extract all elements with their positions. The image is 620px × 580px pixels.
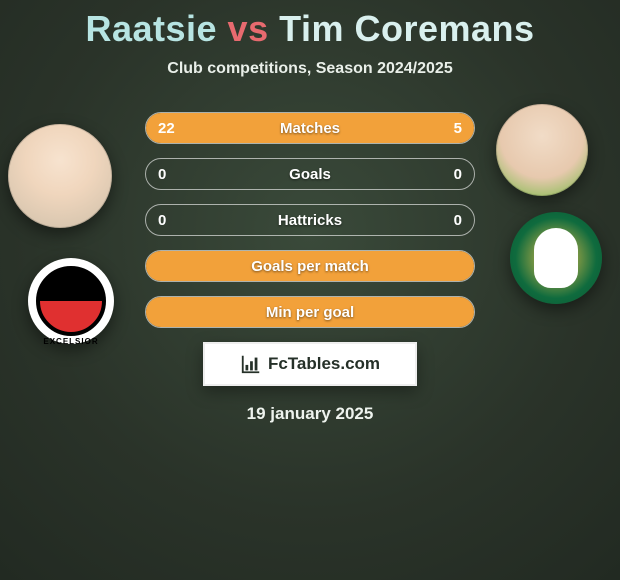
player2-name: Tim Coremans	[279, 8, 534, 49]
club2-logo	[510, 212, 602, 304]
comparison-bars: 225Matches 00Goals 00Hattricks Goals per ma…	[145, 112, 475, 328]
brand-badge: FcTables.com	[203, 342, 417, 386]
bar-label: Goals	[146, 159, 474, 189]
stat-bar: 00Hattricks	[145, 204, 475, 236]
stat-bar: Min per goal	[145, 296, 475, 328]
date-label: 19 january 2025	[0, 404, 620, 424]
player2-avatar	[496, 104, 588, 196]
vs-label: vs	[228, 8, 269, 49]
player1-name: Raatsie	[85, 8, 217, 49]
club1-logo: EXCELSIOR	[28, 258, 114, 344]
chart-icon	[240, 353, 262, 375]
bar-label: Goals per match	[146, 251, 474, 281]
brand-text: FcTables.com	[268, 354, 380, 374]
stat-bar: 00Goals	[145, 158, 475, 190]
bar-label: Hattricks	[146, 205, 474, 235]
stat-bar: Goals per match	[145, 250, 475, 282]
bar-label: Min per goal	[146, 297, 474, 327]
subtitle: Club competitions, Season 2024/2025	[0, 60, 620, 78]
bar-label: Matches	[146, 113, 474, 143]
player1-avatar	[8, 124, 112, 228]
club1-text: EXCELSIOR	[28, 337, 114, 346]
stat-bar: 225Matches	[145, 112, 475, 144]
page-title: Raatsie vs Tim Coremans	[0, 0, 620, 50]
